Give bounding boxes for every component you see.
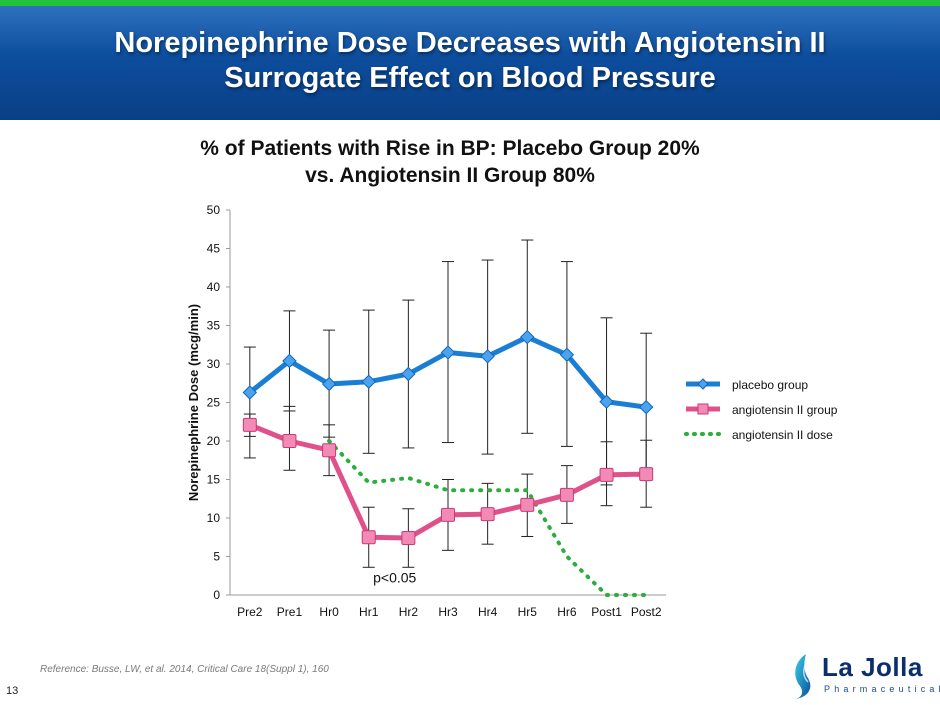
legend-placebo-marker (697, 378, 709, 390)
placebo-point (242, 385, 258, 400)
angiotensin-group-point (520, 497, 535, 512)
legend-angiotensin-group-marker (697, 403, 709, 415)
company-logo: La Jolla Pharmaceutical (788, 652, 940, 700)
x-tick-label: Hr4 (478, 605, 498, 619)
placebo-point (559, 347, 575, 362)
placebo-point (321, 376, 337, 392)
x-tick-label: Hr2 (399, 605, 419, 619)
chart-title-line-2: vs. Angiotensin II Group 80% (305, 164, 595, 187)
slide-title: Norepinephrine Dose Decreases with Angio… (20, 26, 920, 96)
logo-name: La Jolla (822, 652, 923, 682)
placebo-point (361, 374, 376, 389)
page-number: 13 (6, 685, 19, 697)
angiotensin-group-point (401, 531, 416, 546)
angiotensin-group-point (322, 443, 337, 458)
x-tick-label: Hr5 (518, 605, 538, 619)
x-tick-label: Post1 (591, 605, 622, 619)
logo-swirl-icon (795, 654, 811, 699)
y-tick-label: 15 (207, 473, 221, 487)
y-tick-label: 10 (207, 511, 221, 525)
angiotensin-group-point (441, 507, 455, 522)
y-tick-label: 50 (207, 203, 221, 217)
angiotensin-group-point (559, 487, 574, 502)
legend-angiotensin-group-label: angiotensin II group (732, 403, 838, 417)
y-tick-label: 20 (207, 434, 221, 448)
angiotensin-group-point (361, 530, 376, 545)
x-tick-label: Post2 (631, 605, 662, 619)
slide-title-line-2: Surrogate Effect on Blood Pressure (224, 62, 716, 94)
placebo-point (440, 345, 456, 360)
x-tick-label: Hr1 (359, 605, 379, 619)
dose-line-chart: 0 5 10 15 20 25 30 35 40 45 50 Pre2 Pre1 Hr0 Hr1 Hr2 Hr3… (186, 203, 838, 619)
x-tick-label: Hr0 (319, 605, 339, 619)
y-tick-label: 45 (207, 242, 221, 256)
y-axis-label: Norepinephrine Dose (mcg/min) (186, 304, 201, 501)
legend-angiotensin-dose-label: angiotensin II dose (732, 428, 833, 442)
chart-title: % of Patients with Rise in BP: Placebo G… (100, 135, 800, 189)
header-shine (0, 6, 940, 56)
angiotensin-dose-line (327, 439, 649, 597)
angiotensin-group-point (282, 434, 297, 448)
chart-title-line-1: % of Patients with Rise in BP: Placebo G… (200, 137, 700, 160)
logo-subtitle: Pharmaceutical (824, 684, 940, 694)
p-value-annotation: p<0.05 (373, 570, 416, 586)
slide-title-line-1: Norepinephrine Dose Decreases with Angio… (114, 27, 826, 59)
y-tick-label: 25 (207, 396, 221, 410)
placebo-point (638, 399, 654, 415)
angiotensin-group-point (480, 507, 495, 522)
y-tick-label: 5 (213, 550, 220, 564)
reference-citation: Reference: Busse, LW, et al. 2014, Criti… (40, 664, 329, 675)
y-tick-label: 0 (213, 588, 220, 602)
x-tick-label: Pre2 (237, 605, 263, 619)
angiotensin-group-point (599, 467, 614, 482)
placebo-point (520, 329, 535, 345)
placebo-point (480, 349, 495, 364)
y-tick-label: 30 (207, 357, 221, 371)
slide-header: Norepinephrine Dose Decreases with Angio… (0, 0, 940, 120)
placebo-point (599, 394, 614, 409)
angiotensin-group-point (639, 467, 654, 482)
legend-placebo-label: placebo group (732, 378, 808, 392)
y-tick-label: 35 (207, 319, 221, 333)
angiotensin-group-point (242, 417, 257, 432)
header-accent-bar (0, 0, 940, 6)
y-tick-label: 40 (207, 280, 221, 294)
x-tick-label: Hr3 (438, 605, 458, 619)
x-tick-label: Pre1 (277, 605, 303, 619)
placebo-point (282, 353, 297, 369)
placebo-point (401, 366, 416, 382)
x-tick-label: Hr6 (557, 605, 577, 619)
